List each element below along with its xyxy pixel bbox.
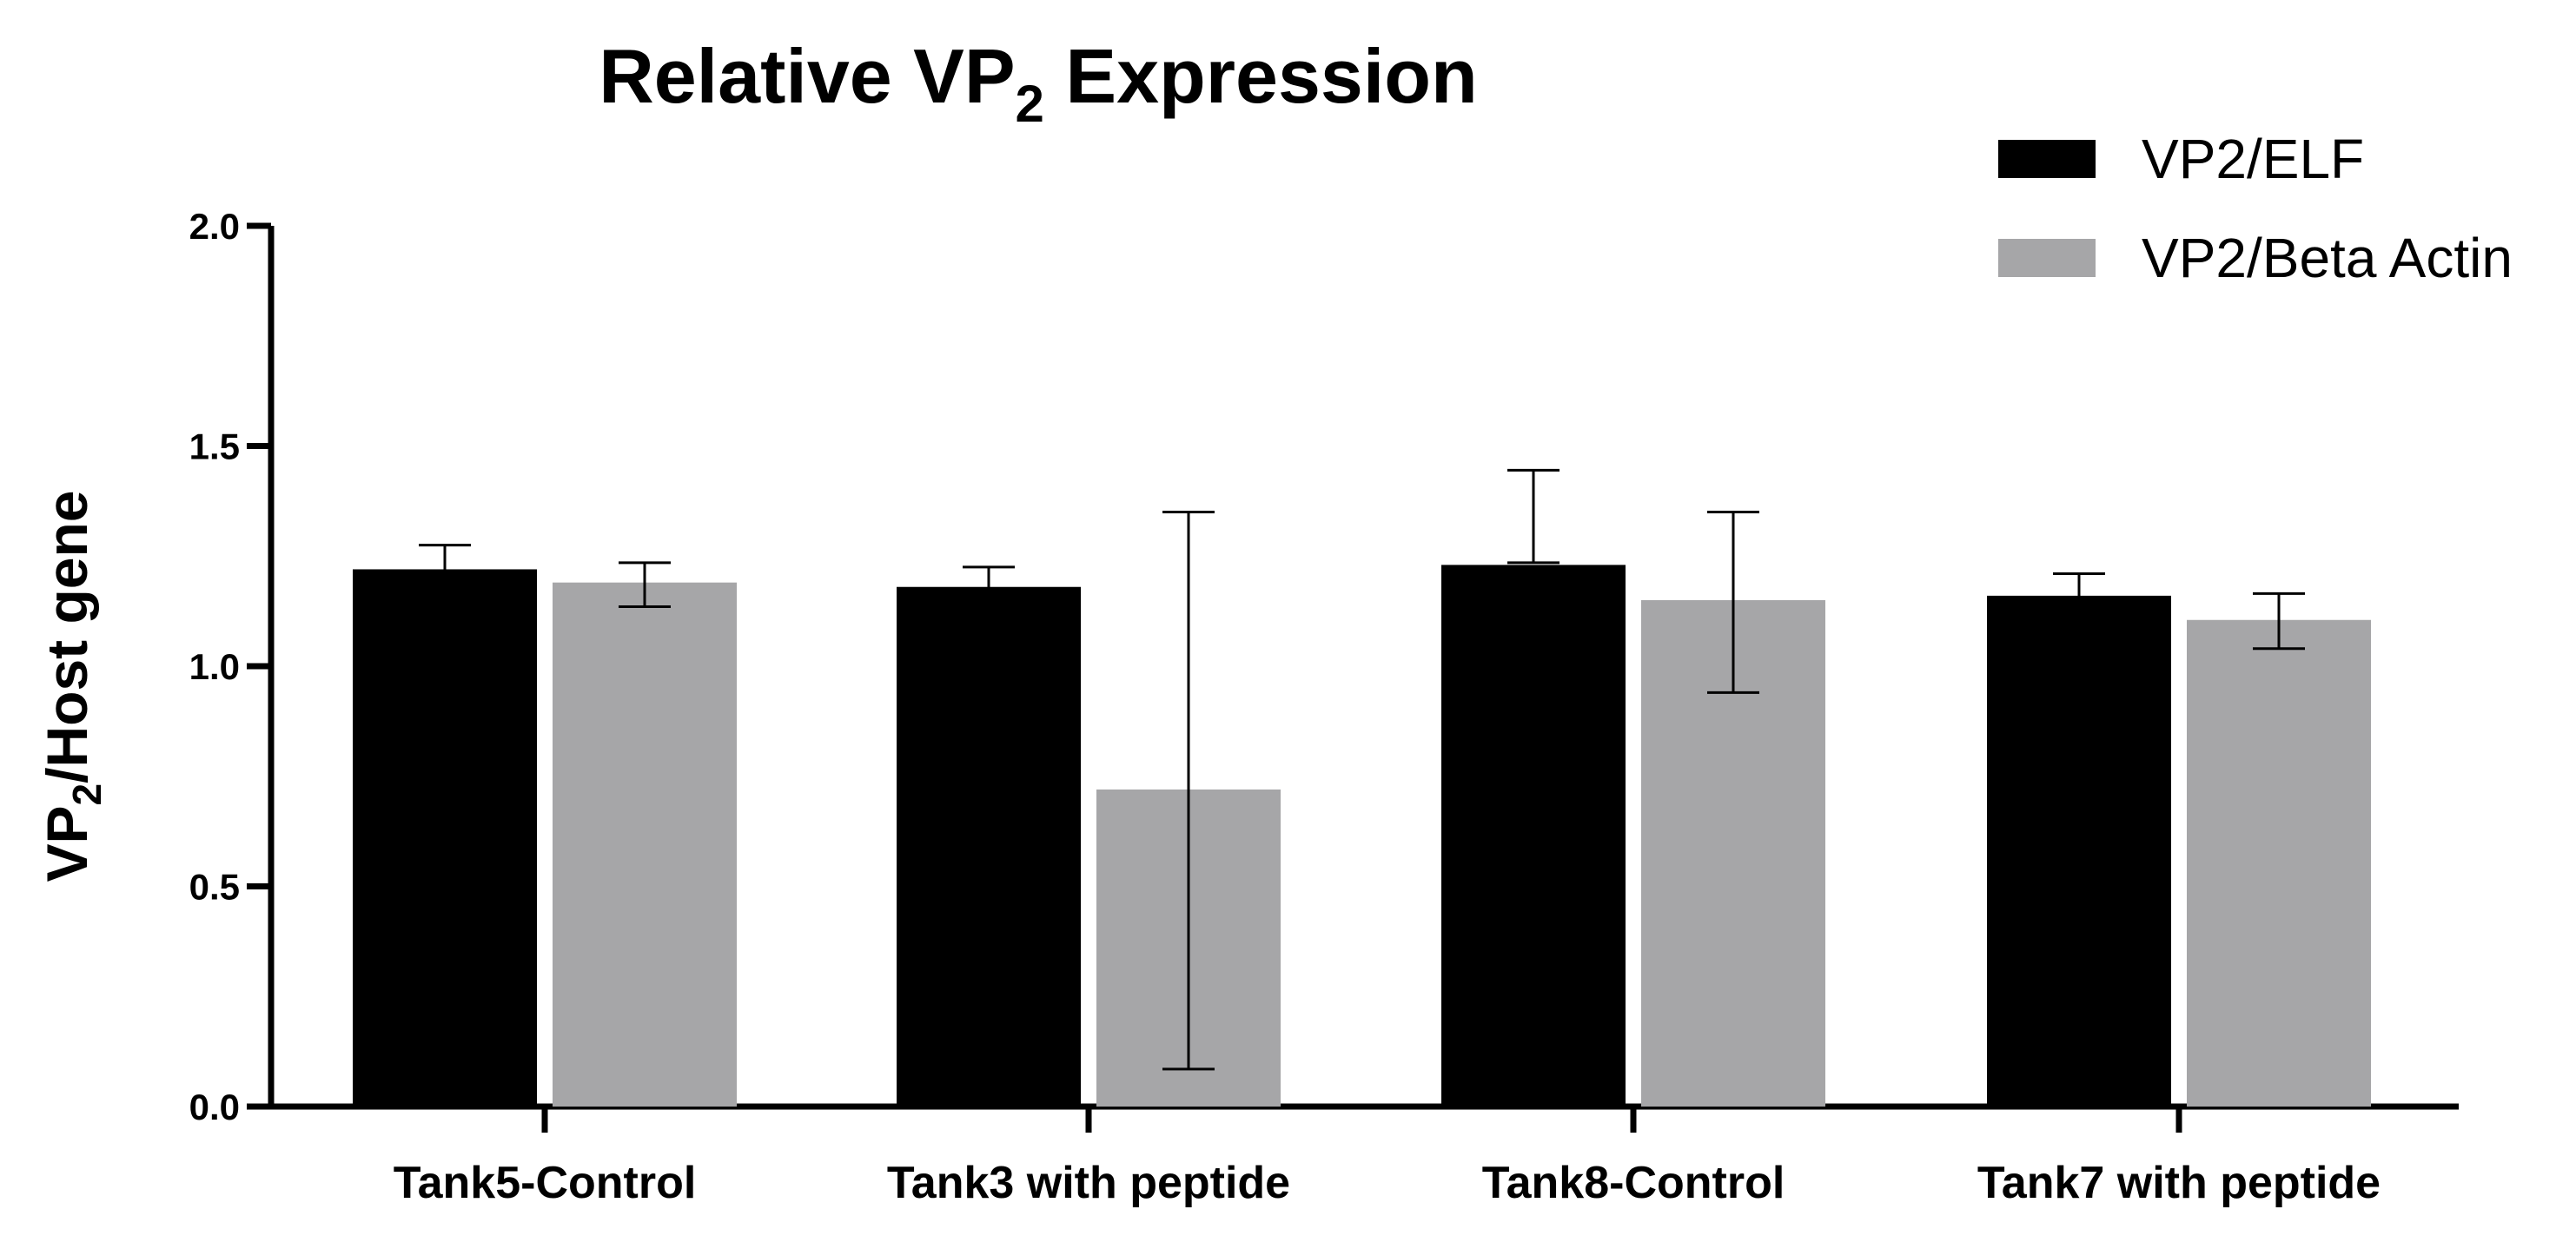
- x-tick-label: Tank7 with peptide: [1977, 1158, 2381, 1208]
- legend-item: VP2/ELF: [1998, 128, 2364, 190]
- legend-swatch: [1998, 140, 2096, 178]
- error-bar: [419, 544, 471, 591]
- error-bar: [2053, 572, 2105, 622]
- y-axis-label: VP2/Host gene: [35, 490, 109, 882]
- legend-label: VP2/ELF: [2142, 128, 2364, 190]
- legend-item: VP2/Beta Actin: [1998, 227, 2513, 289]
- x-tick-label: Tank5-Control: [394, 1158, 697, 1208]
- error-bar: [963, 565, 1015, 606]
- bar-vp2-elf: [897, 586, 1081, 1107]
- error-bar: [1162, 511, 1215, 1071]
- x-ticks: Tank5-Control Tank3 with peptide Tank8-Con…: [394, 1107, 2381, 1208]
- legend-swatch: [1998, 239, 2096, 277]
- legend: VP2/ELF VP2/Beta Actin: [1998, 128, 2513, 289]
- error-bar: [619, 561, 671, 609]
- x-tick-label: Tank8-Control: [1482, 1158, 1785, 1208]
- error-bar: [1707, 511, 1759, 694]
- y-tick-label: 2.0: [189, 206, 240, 247]
- bar-vp2-beta-actin: [2187, 619, 2371, 1107]
- y-tick-label: 0.0: [189, 1087, 240, 1127]
- legend-label: VP2/Beta Actin: [2142, 227, 2513, 289]
- y-axis-label-subscript: 2: [64, 783, 109, 806]
- bar-vp2-elf: [1441, 565, 1626, 1107]
- y-tick-label: 0.5: [189, 867, 240, 908]
- y-ticks: 0.0 0.5 1.0 1.5 2.0: [189, 206, 271, 1127]
- error-bar: [1507, 468, 1560, 565]
- bar-vp2-elf: [353, 569, 537, 1107]
- bar-vp2-elf: [1987, 595, 2171, 1107]
- chart-title: Relative VP2 Expression: [599, 33, 1478, 133]
- chart-title-subscript: 2: [1016, 75, 1044, 133]
- bars: [353, 565, 2371, 1107]
- error-bars: [419, 468, 2305, 1071]
- bar-vp2-beta-actin: [553, 582, 737, 1107]
- chart-title-suffix: Expression: [1044, 33, 1478, 119]
- y-tick-label: 1.0: [189, 646, 240, 687]
- y-axis-label-suffix: /Host gene: [35, 490, 99, 783]
- error-bar: [2253, 591, 2305, 651]
- y-tick-label: 1.5: [189, 426, 240, 467]
- x-tick-label: Tank3 with peptide: [887, 1158, 1290, 1208]
